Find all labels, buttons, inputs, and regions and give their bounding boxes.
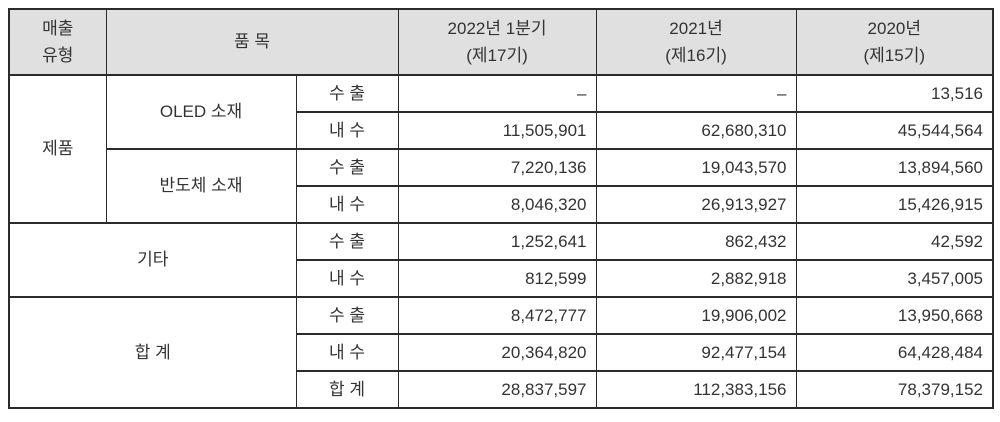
value-2020: 64,428,484 — [795, 333, 994, 372]
channel-label: 내 수 — [295, 111, 399, 150]
header-sales-type: 매출 유형 — [8, 8, 107, 76]
table-row: 합 계 28,837,597 112,383,156 78,379,152 — [9, 370, 994, 409]
data-table: 매출 유형 품 목 2022년 1분기 (제17기) 2021년 (제16기) … — [8, 8, 995, 409]
header-2022: 2022년 1분기 (제17기) — [397, 8, 597, 76]
value-2020: 78,379,152 — [795, 370, 994, 409]
value-2020: 15,426,915 — [795, 185, 994, 224]
sales-by-product-table: 매출 유형 품 목 2022년 1분기 (제17기) 2021년 (제16기) … — [8, 8, 995, 409]
channel-label: 내 수 — [295, 333, 399, 372]
table-row: 합 계 수 출 8,472,777 19,906,002 13,950,668 — [8, 296, 994, 409]
value-2022: 11,505,901 — [397, 111, 597, 150]
value-2022: 8,046,320 — [397, 185, 597, 224]
value-2020: 13,516 — [795, 74, 994, 113]
value-2021: 92,477,154 — [595, 333, 797, 372]
value-2021: – — [595, 74, 797, 113]
value-2022: – — [397, 74, 597, 113]
table-row: 반도체 소재 수 출 7,220,136 19,043,570 13,894,5… — [9, 148, 994, 224]
channel-label: 수 출 — [295, 296, 399, 335]
channel-label: 내 수 — [295, 185, 399, 224]
value-2022: 8,472,777 — [397, 296, 597, 335]
group-label-total: 합 계 — [8, 296, 297, 409]
table-row: 내 수 8,046,320 26,913,927 15,426,915 — [9, 185, 994, 224]
header-item: 품 목 — [105, 8, 399, 76]
table-row: 기타 수 출 1,252,641 862,432 42,592 — [8, 222, 994, 298]
value-2021: 112,383,156 — [595, 370, 797, 409]
channel-label: 수 출 — [295, 74, 399, 113]
value-2020: 13,894,560 — [795, 148, 994, 187]
header-2020: 2020년 (제15기) — [795, 8, 994, 76]
value-2021: 19,906,002 — [595, 296, 797, 335]
value-2022: 7,220,136 — [397, 148, 597, 187]
value-2021: 2,882,918 — [595, 259, 797, 298]
channel-label: 수 출 — [295, 222, 399, 261]
channel-label: 내 수 — [295, 259, 399, 298]
value-2021: 26,913,927 — [595, 185, 797, 224]
item-label-semiconductor: 반도체 소재 — [105, 148, 297, 224]
table-row: 제품 OLED 소재 수 출 – – 13,516 — [8, 74, 994, 224]
value-2020: 45,544,564 — [795, 111, 994, 150]
table-row: 내 수 812,599 2,882,918 3,457,005 — [9, 259, 994, 298]
value-2020: 42,592 — [795, 222, 994, 261]
group-label-etc: 기타 — [8, 222, 297, 298]
item-label-oled: OLED 소재 — [105, 74, 297, 150]
group-label-product: 제품 — [8, 74, 107, 224]
value-2022: 28,837,597 — [397, 370, 597, 409]
value-2022: 20,364,820 — [397, 333, 597, 372]
value-2022: 812,599 — [397, 259, 597, 298]
table-row: 내 수 11,505,901 62,680,310 45,544,564 — [9, 111, 994, 150]
value-2020: 13,950,668 — [795, 296, 994, 335]
header-row: 매출 유형 품 목 2022년 1분기 (제17기) 2021년 (제16기) … — [8, 8, 994, 76]
value-2021: 862,432 — [595, 222, 797, 261]
value-2020: 3,457,005 — [795, 259, 994, 298]
table-row: 내 수 20,364,820 92,477,154 64,428,484 — [9, 333, 994, 372]
value-2021: 19,043,570 — [595, 148, 797, 187]
channel-label-total: 합 계 — [295, 370, 399, 409]
channel-label: 수 출 — [295, 148, 399, 187]
header-2021: 2021년 (제16기) — [595, 8, 797, 76]
value-2021: 62,680,310 — [595, 111, 797, 150]
value-2022: 1,252,641 — [397, 222, 597, 261]
